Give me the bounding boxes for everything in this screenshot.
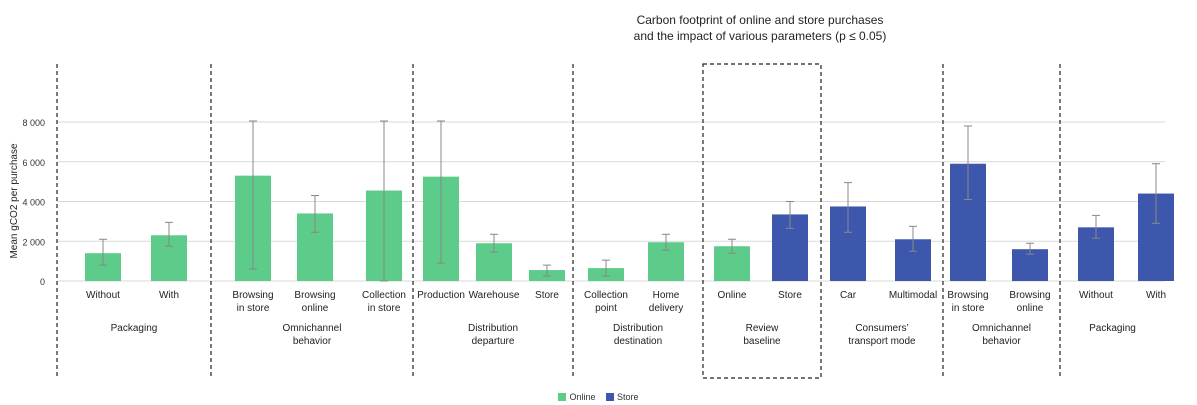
category-labels: Without With Browsing in store Browsing onlin…	[86, 290, 1166, 314]
category-label: Browsing	[232, 290, 273, 301]
category-label: Store	[535, 290, 559, 301]
bars	[85, 163, 1174, 281]
y-axis-ticks: 0 2 000 4 000 6 000 8 000	[22, 118, 45, 287]
category-label: Online	[718, 290, 747, 301]
error-bars	[99, 120, 1160, 282]
category-label: Without	[1079, 290, 1113, 301]
group-label: departure	[472, 336, 515, 347]
group-label: Packaging	[111, 323, 158, 334]
category-label: Multimodal	[889, 290, 937, 301]
y-tick-label: 4 000	[22, 198, 45, 208]
group-label: behavior	[293, 336, 332, 347]
group-label: Omnichannel	[972, 323, 1031, 334]
legend-item-store: Store	[606, 392, 639, 402]
legend-swatch-online	[558, 393, 567, 401]
group-label: Distribution	[468, 323, 518, 334]
category-label: in store	[237, 303, 270, 314]
legend-swatch-store	[606, 393, 614, 401]
category-label: Browsing	[947, 290, 988, 301]
legend-label-online: Online	[569, 392, 596, 402]
group-label: Review	[746, 323, 780, 334]
category-label: Browsing	[1009, 290, 1050, 301]
category-label: Store	[778, 290, 802, 301]
group-dividers	[56, 63, 1061, 379]
review-baseline-box	[702, 63, 822, 379]
category-label: With	[159, 290, 179, 301]
group-label: baseline	[743, 336, 781, 347]
chart-title-line-2: and the impact of various parameters (p …	[633, 29, 887, 43]
legend: Online Store	[0, 392, 1197, 402]
category-label: in store	[952, 303, 985, 314]
category-label: online	[302, 303, 329, 314]
group-label: behavior	[982, 336, 1021, 347]
group-label: Packaging	[1089, 323, 1136, 334]
category-label: Collection	[584, 290, 628, 301]
category-label: Car	[840, 290, 857, 301]
category-label: Production	[417, 290, 465, 301]
group-label: destination	[614, 336, 662, 347]
category-label: Without	[86, 290, 120, 301]
y-tick-label: 2 000	[22, 237, 45, 247]
gridlines	[57, 121, 1165, 282]
category-label: Collection	[362, 290, 406, 301]
category-label: point	[595, 303, 617, 314]
group-label: Omnichannel	[283, 323, 342, 334]
category-label: With	[1146, 290, 1166, 301]
category-label: in store	[368, 303, 401, 314]
y-tick-label: 0	[40, 277, 45, 287]
y-axis-label: Mean gCO2 per purchase	[9, 143, 20, 259]
category-label: online	[1017, 303, 1044, 314]
chart-title-line-1: Carbon footprint of online and store pur…	[636, 13, 884, 27]
category-label: Home	[653, 290, 680, 301]
group-label: Distribution	[613, 323, 663, 334]
y-tick-label: 6 000	[22, 158, 45, 168]
y-tick-label: 8 000	[22, 118, 45, 128]
category-label: delivery	[649, 303, 683, 314]
legend-item-online: Online	[558, 392, 595, 402]
group-label: Consumers’	[855, 323, 908, 334]
category-label: Warehouse	[469, 290, 520, 301]
legend-label-store: Store	[617, 392, 639, 402]
group-label: transport mode	[848, 336, 916, 347]
group-labels: Packaging Omnichannel behavior Distribution…	[111, 323, 1136, 347]
category-label: Browsing	[294, 290, 335, 301]
